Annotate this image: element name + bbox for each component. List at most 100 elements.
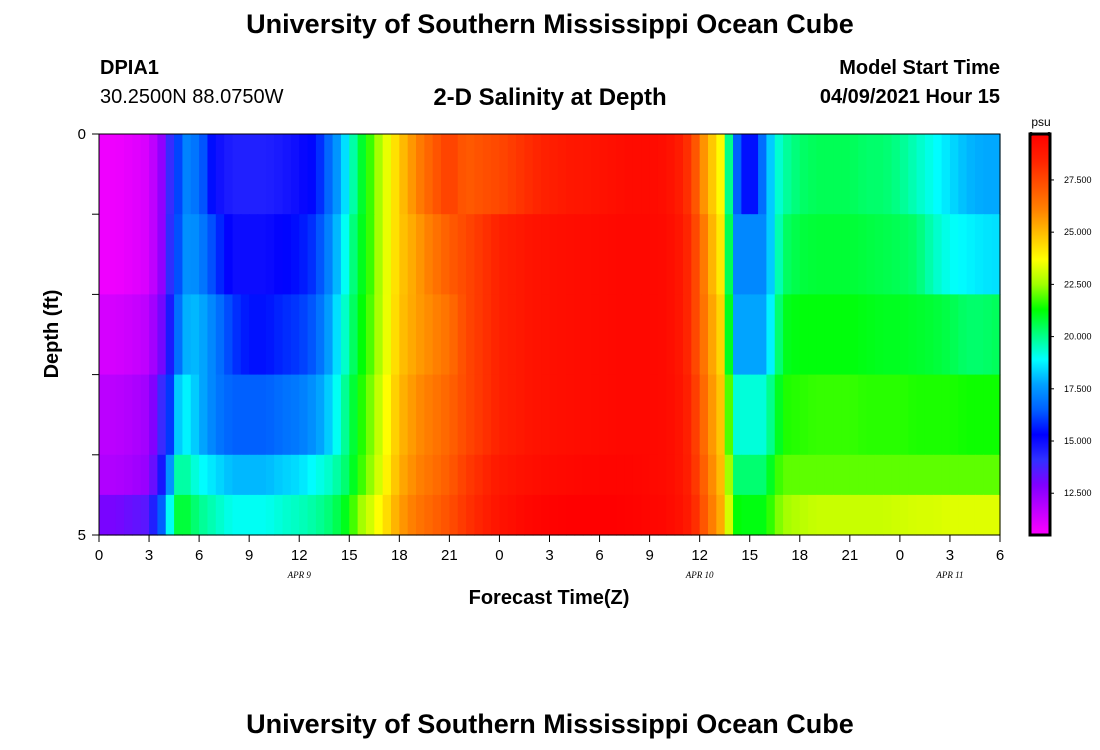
- heatmap-cell: [674, 454, 684, 496]
- model-start-label: Model Start Time: [839, 57, 1000, 79]
- heatmap-cell: [165, 454, 175, 496]
- heatmap-cell: [816, 214, 826, 295]
- model-start-time: 04/09/2021 Hour 15: [819, 86, 1000, 108]
- heatmap-cell: [382, 494, 392, 536]
- heatmap-cell: [449, 454, 459, 496]
- heatmap-cell: [666, 454, 676, 496]
- heatmap-cell: [607, 454, 617, 496]
- heatmap-cell: [115, 374, 125, 456]
- heatmap-cell: [524, 454, 534, 496]
- heatmap-cell: [724, 214, 734, 295]
- heatmap-cell: [424, 294, 434, 376]
- heatmap-cell: [299, 134, 309, 215]
- heatmap-cell: [733, 134, 742, 215]
- heatmap-cell: [682, 374, 692, 456]
- heatmap-cell: [791, 294, 801, 376]
- heatmap-cell: [958, 454, 968, 496]
- heatmap-cell: [566, 494, 576, 536]
- heatmap-cell: [474, 294, 484, 376]
- heatmap-cell: [174, 134, 184, 215]
- heatmap-cell: [674, 494, 684, 536]
- heatmap-cell: [858, 134, 868, 215]
- heatmap-cell: [357, 134, 367, 215]
- heatmap-cell: [941, 494, 951, 536]
- heatmap-cell: [641, 374, 651, 456]
- heatmap-cell: [958, 294, 968, 376]
- heatmap-cell: [599, 454, 609, 496]
- heatmap-cell: [507, 494, 517, 536]
- heatmap-cell: [474, 214, 484, 295]
- heatmap-cell: [974, 454, 984, 496]
- heatmap-cell: [557, 454, 567, 496]
- heatmap-cell: [132, 214, 142, 295]
- heatmap-cell: [449, 214, 459, 295]
- heatmap-cell: [774, 214, 784, 295]
- heatmap-cell: [649, 294, 659, 376]
- heatmap-cell: [574, 374, 584, 456]
- heatmap-cell: [140, 214, 150, 295]
- heatmap-cell: [641, 494, 651, 536]
- heatmap-cell: [649, 374, 659, 456]
- heatmap-cell: [916, 214, 926, 295]
- heatmap-cell: [933, 374, 943, 456]
- heatmap-cell: [599, 214, 609, 295]
- heatmap-cell: [682, 294, 692, 376]
- heatmap-cell: [866, 494, 876, 536]
- heatmap-cell: [749, 214, 759, 295]
- heatmap-cell: [274, 134, 284, 215]
- heatmap-cell: [691, 454, 701, 496]
- heatmap-cell: [649, 134, 659, 215]
- heatmap-cell: [916, 134, 926, 215]
- heatmap-cell: [165, 374, 175, 456]
- heatmap-cell: [591, 214, 601, 295]
- heatmap-cell: [207, 214, 217, 295]
- heatmap-cell: [966, 134, 976, 215]
- heatmap-cell: [616, 294, 626, 376]
- heatmap-cell: [958, 214, 968, 295]
- heatmap-cell: [340, 374, 350, 456]
- heatmap-cell: [708, 454, 717, 496]
- heatmap-cell: [624, 294, 634, 376]
- heatmap-cell: [482, 454, 492, 496]
- heatmap-cell: [365, 294, 375, 376]
- heatmap-cell: [841, 294, 851, 376]
- heatmap-cell: [174, 494, 184, 536]
- heatmap-cell: [766, 454, 776, 496]
- heatmap-cell: [783, 214, 793, 295]
- heatmap-cell: [733, 374, 742, 456]
- heatmap-cell: [949, 294, 959, 376]
- heatmap-cell: [657, 214, 667, 295]
- heatmap-cell: [491, 374, 501, 456]
- heatmap-cell: [99, 214, 108, 295]
- heatmap-cell: [983, 454, 993, 496]
- heatmap-cell: [799, 214, 809, 295]
- heatmap-cell: [724, 374, 734, 456]
- heatmap-cell: [908, 134, 918, 215]
- x-tick-label: 9: [245, 547, 253, 564]
- heatmap-cell: [908, 214, 918, 295]
- heatmap-cell: [115, 214, 125, 295]
- heatmap-cell: [674, 294, 684, 376]
- heatmap-cell: [149, 494, 158, 536]
- heatmap-cell: [716, 214, 726, 295]
- heatmap-cell: [833, 214, 843, 295]
- heatmap-cell: [449, 134, 459, 215]
- heatmap-cell: [758, 134, 767, 215]
- heatmap-cell: [182, 494, 192, 536]
- heatmap-cell: [891, 494, 901, 536]
- heatmap-cell: [466, 214, 476, 295]
- heatmap-cell: [699, 134, 709, 215]
- heatmap-cell: [541, 374, 551, 456]
- heatmap-cell: [491, 134, 501, 215]
- heatmap-cell: [491, 454, 501, 496]
- heatmap-cell: [741, 494, 751, 536]
- heatmap-cell: [424, 214, 434, 295]
- heatmap-cell: [933, 134, 943, 215]
- heatmap-cell: [482, 294, 492, 376]
- heatmap-cell: [874, 294, 884, 376]
- heatmap-cell: [582, 134, 592, 215]
- heatmap-cell: [215, 214, 225, 295]
- x-tick-label: 0: [896, 547, 904, 564]
- heatmap-cell: [566, 454, 576, 496]
